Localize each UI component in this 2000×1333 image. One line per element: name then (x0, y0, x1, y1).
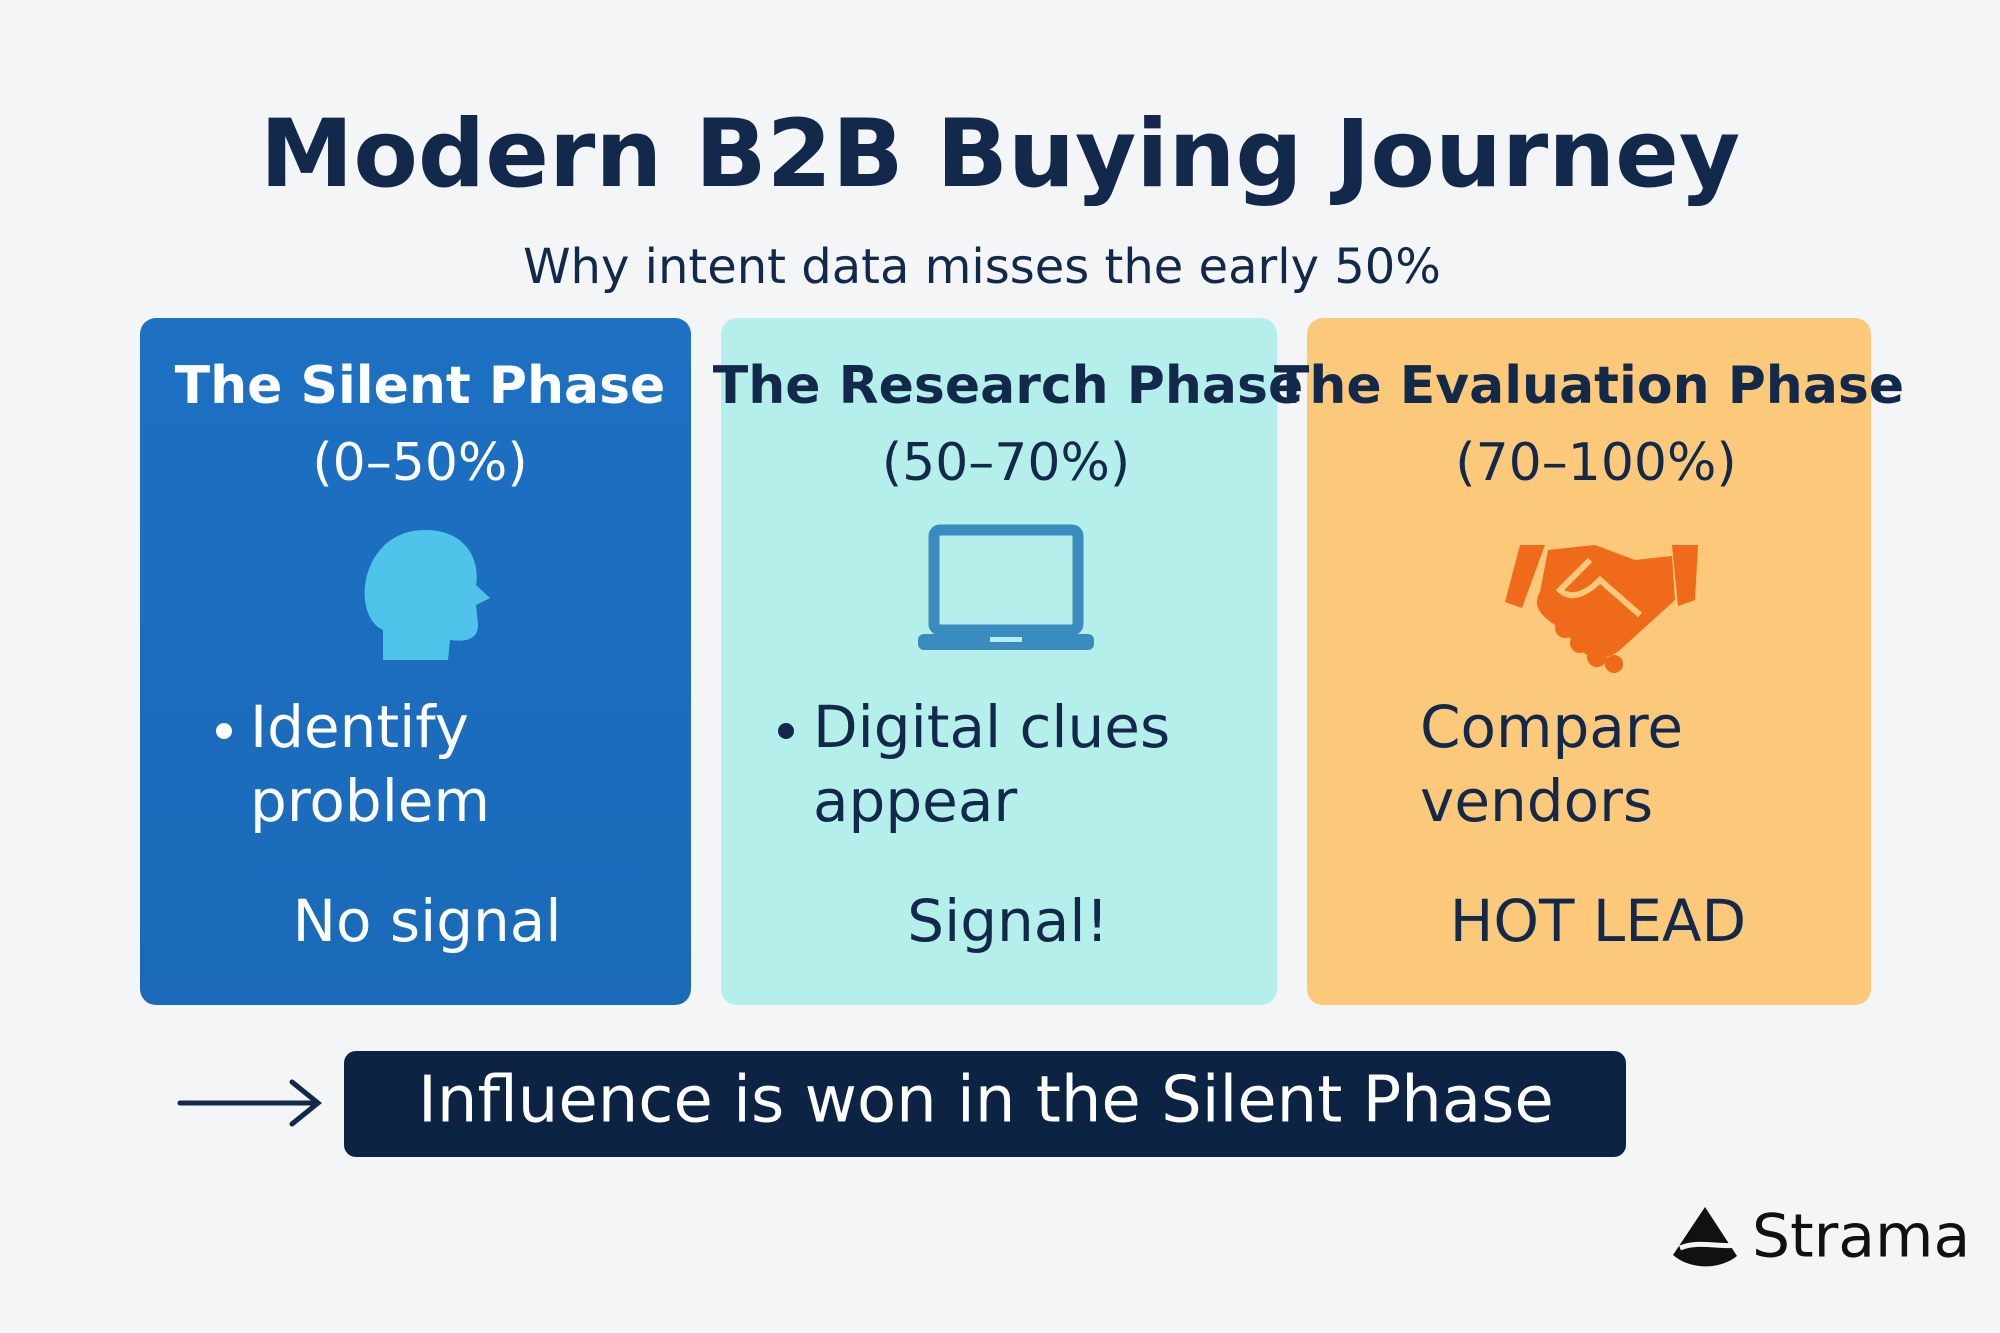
phase-title: The Silent Phase (175, 356, 666, 416)
card-silent (140, 318, 691, 1005)
description-line: vendors (1420, 767, 1653, 835)
description-line: Digital clues (813, 693, 1170, 761)
banner-text: Influence is won in the Silent Phase (418, 1064, 1554, 1138)
title: Modern B2B Buying Journey (260, 100, 1740, 209)
phase-range: (0–50%) (312, 433, 527, 493)
card-research (721, 318, 1277, 1005)
bullet (216, 723, 232, 739)
banner (344, 1051, 1626, 1157)
arrow (177, 1079, 322, 1127)
logo-text: Strama (1752, 1202, 1970, 1272)
signal: HOT LEAD (1450, 887, 1746, 955)
head-icon (364, 530, 490, 660)
handshake-icon (1505, 545, 1698, 673)
handshake-detail (1555, 557, 1642, 618)
phase-title: The Evaluation Phase (1274, 356, 1904, 416)
subtitle: Why intent data misses the early 50% (523, 239, 1441, 295)
laptop-icon (918, 524, 1094, 650)
description-line: Compare (1420, 693, 1683, 761)
signal: No signal (293, 887, 562, 955)
phase-range: (70–100%) (1455, 433, 1736, 493)
description-line: problem (250, 767, 490, 835)
signal: Signal! (907, 887, 1108, 955)
bullet (778, 723, 794, 739)
description-line: appear (813, 767, 1017, 835)
phase-title: The Research Phase (713, 356, 1304, 416)
phase-range: (50–70%) (882, 433, 1130, 493)
description-line: Identify (250, 693, 469, 761)
logo-icon (1673, 1207, 1737, 1267)
